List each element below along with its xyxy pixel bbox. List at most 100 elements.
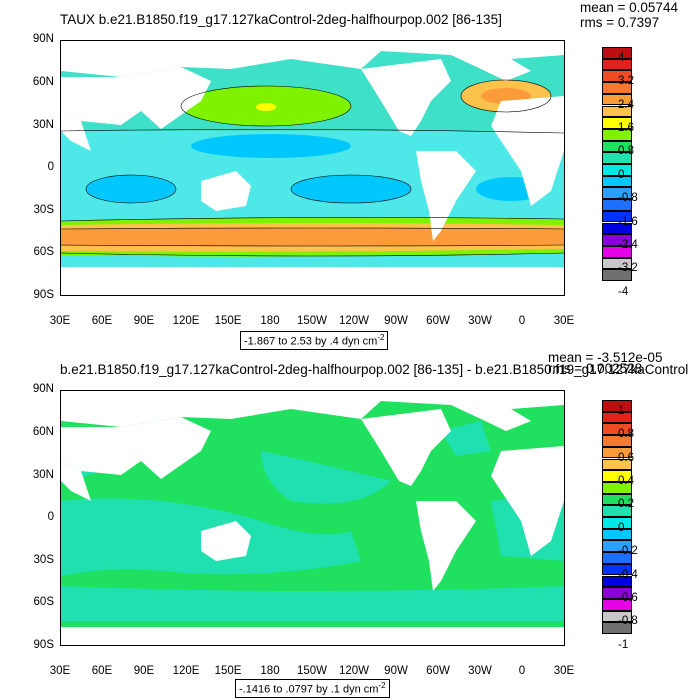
plot-title: b.e21.B1850.f19_g17.127kaControl-2deg-ha… — [60, 362, 689, 377]
legend-label: -1 — [618, 638, 629, 651]
legend-label: -2.4 — [618, 238, 638, 251]
x-tick-label: 30E — [553, 665, 575, 677]
legend-color-box — [602, 423, 632, 436]
map-plot — [60, 390, 565, 646]
legend-label: 4 — [618, 51, 625, 64]
x-tick-label: 90E — [133, 315, 155, 327]
y-tick-label: 60N — [32, 76, 54, 88]
legend-color-box — [602, 493, 632, 506]
map-field — [61, 391, 564, 645]
contour-info-label: -1.867 to 2.53 by .4 dyn cm-2 — [240, 331, 389, 350]
legend-label: -0.6 — [618, 591, 638, 604]
legend-color-box — [602, 505, 632, 517]
x-tick-label: 0 — [518, 665, 526, 677]
legend-color-box — [602, 587, 632, 599]
mean-value: mean = -3.512e-05 — [548, 350, 663, 365]
legend-color-box — [602, 575, 632, 588]
legend-label: 0.8 — [618, 145, 634, 158]
legend-color-box — [602, 47, 632, 59]
y-tick-label: 90S — [33, 639, 54, 651]
y-tick-label: 60S — [33, 246, 54, 258]
x-tick-label: 30W — [468, 315, 492, 327]
legend-color-box — [602, 140, 632, 153]
legend-label: 0 — [618, 168, 625, 181]
x-tick-label: 150E — [214, 665, 242, 677]
contour-info-label: -.1416 to .0797 by .1 dyn cm-2 — [235, 679, 390, 698]
legend-color-box — [602, 481, 632, 494]
legend-label: -0.8 — [618, 192, 638, 205]
legend-color-box — [602, 622, 632, 634]
legend-color-box — [602, 234, 632, 246]
x-tick-label: 150E — [214, 315, 242, 327]
y-tick-label: 30N — [32, 469, 54, 481]
legend-label: 0.6 — [618, 451, 634, 464]
x-tick-label: 30E — [49, 315, 71, 327]
y-tick-label: 0 — [47, 511, 54, 523]
legend-color-box — [602, 257, 632, 270]
x-tick-label: 120W — [338, 665, 370, 677]
legend-color-box — [602, 470, 632, 482]
x-tick-label: 30E — [49, 665, 71, 677]
panel-top-mean-field: TAUX b.e21.B1850.f19_g17.127kaControl-2d… — [32, 0, 678, 350]
legend-label: 2.4 — [618, 98, 634, 111]
legend-color-box — [602, 563, 632, 576]
legend-label: -0.4 — [618, 568, 638, 581]
legend-color-box — [602, 70, 632, 83]
legend-color-box — [602, 400, 632, 412]
x-tick-label: 60W — [426, 665, 450, 677]
legend-color-box — [602, 610, 632, 623]
x-tick-label: 120E — [172, 315, 200, 327]
mean-value: mean = 0.05744 — [580, 0, 678, 15]
x-tick-label: 60E — [91, 665, 113, 677]
x-tick-label: 120W — [338, 315, 370, 327]
legend-label: 0.2 — [618, 498, 634, 511]
rms-value: rms = 0.002528 — [548, 361, 643, 376]
y-tick-label: 60S — [33, 596, 54, 608]
map-field — [61, 41, 564, 295]
x-tick-label: 0 — [518, 315, 526, 327]
rms-value: rms = 0.7397 — [580, 15, 660, 30]
legend-color-box — [602, 164, 632, 176]
x-tick-label: 90W — [384, 315, 408, 327]
x-tick-label: 60W — [426, 315, 450, 327]
legend-label: 3.2 — [618, 75, 634, 88]
legend-color-box — [602, 58, 632, 71]
x-tick-label: 150W — [296, 315, 328, 327]
legend-label: -0.2 — [618, 545, 638, 558]
legend-color-box — [602, 435, 632, 447]
legend-color-box — [602, 93, 632, 106]
legend-color-box — [602, 528, 632, 541]
y-tick-label: 30S — [33, 204, 54, 216]
y-tick-label: 30N — [32, 119, 54, 131]
legend-color-box — [602, 552, 632, 564]
legend-color-box — [602, 105, 632, 118]
legend-color-box — [602, 82, 632, 94]
legend-label: -3.2 — [618, 262, 638, 275]
legend-color-box — [602, 598, 632, 611]
legend-color-box — [602, 199, 632, 211]
x-tick-label: 150W — [296, 665, 328, 677]
map-plot — [60, 40, 565, 296]
legend-label: 0 — [618, 521, 625, 534]
legend-label: -1.6 — [618, 215, 638, 228]
y-tick-label: 90N — [32, 383, 54, 395]
x-tick-label: 90E — [133, 665, 155, 677]
legend-label: -0.8 — [618, 615, 638, 628]
legend-label: 1 — [618, 404, 625, 417]
panel-bottom-difference: b.e21.B1850.f19_g17.127kaControl-2deg-ha… — [0, 350, 700, 700]
legend-color-box — [602, 446, 632, 459]
legend-color-box — [602, 152, 632, 164]
y-tick-label: 90S — [33, 289, 54, 301]
x-tick-label: 30E — [553, 315, 575, 327]
x-tick-label: 30W — [468, 665, 492, 677]
legend-label: 0.4 — [618, 474, 634, 487]
legend-label: 1.6 — [618, 121, 634, 134]
legend-color-box — [602, 117, 632, 129]
plot-title: TAUX b.e21.B1850.f19_g17.127kaControl-2d… — [60, 12, 502, 27]
legend-color-box — [602, 222, 632, 235]
legend-color-box — [602, 458, 632, 471]
legend-label: 0.8 — [618, 428, 634, 441]
legend-color-box — [602, 411, 632, 424]
legend-color-box — [602, 187, 632, 200]
legend-color-box — [602, 245, 632, 258]
